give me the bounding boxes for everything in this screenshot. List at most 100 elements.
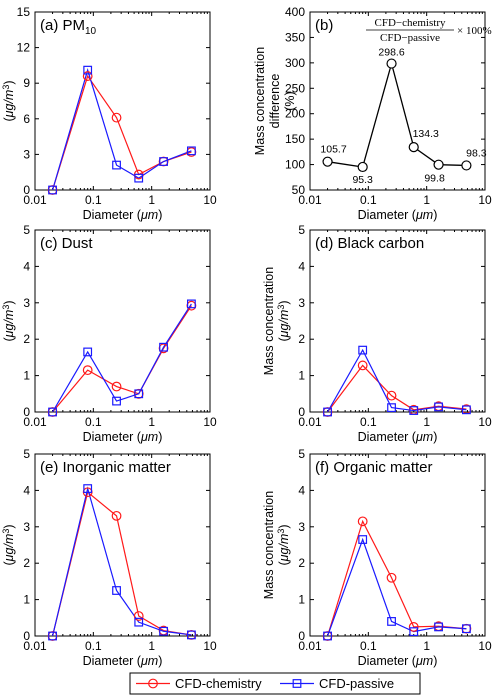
y-tick-label: 200 bbox=[285, 107, 305, 121]
x-axis-label: Diameter (μm) bbox=[358, 654, 438, 668]
formula-numerator: CFD−chemistry bbox=[375, 17, 446, 29]
x-tick-label: 1 bbox=[148, 415, 155, 429]
x-axis-label: Diameter (μm) bbox=[83, 654, 163, 668]
data-point-difference bbox=[461, 160, 472, 171]
data-point-passive bbox=[48, 185, 57, 195]
data-point-chemistry bbox=[111, 510, 122, 521]
data-point-passive bbox=[112, 586, 121, 595]
y-axis-label: Mass concentration bbox=[0, 491, 1, 599]
y-tick-label: 0 bbox=[23, 629, 30, 643]
legend-marker-chemistry bbox=[148, 678, 158, 689]
y-tick-label: 2 bbox=[298, 332, 305, 346]
data-point-passive bbox=[83, 65, 93, 75]
data-point-passive bbox=[112, 160, 121, 170]
series-line-chemistry bbox=[51, 491, 192, 637]
x-tick-label: 0.1 bbox=[360, 639, 377, 653]
y-tick-label: 3 bbox=[23, 296, 30, 310]
data-point-passive bbox=[323, 407, 332, 417]
data-point-passive bbox=[323, 631, 332, 641]
x-tick-label: 0.1 bbox=[360, 193, 377, 207]
x-tick-label: 0.01 bbox=[298, 415, 322, 429]
y-tick-label: 5 bbox=[23, 447, 30, 461]
y-tick-label: 400 bbox=[285, 5, 305, 19]
y-tick-label: 6 bbox=[23, 112, 30, 126]
x-tick-label: 1 bbox=[423, 415, 430, 429]
panel-organic: 0.01 0.1 1 10 0 1 2 3 4 5 Diameter (μm) Mass concen… bbox=[262, 447, 492, 668]
data-point-chemistry bbox=[357, 360, 368, 371]
data-point-passive bbox=[462, 624, 471, 634]
plot-frame bbox=[309, 11, 486, 191]
x-tick-label: 10 bbox=[478, 639, 492, 653]
data-point-passive bbox=[462, 405, 471, 415]
series-line-difference bbox=[327, 61, 467, 168]
x-axis-label: Diameter (μm) bbox=[358, 208, 438, 222]
y-tick-label: 100 bbox=[285, 158, 305, 172]
data-point-difference bbox=[433, 159, 444, 170]
data-point-passive bbox=[409, 406, 419, 415]
x-tick-label: 10 bbox=[478, 415, 492, 429]
data-point-passive bbox=[112, 396, 121, 406]
data-label: 99.8 bbox=[424, 173, 445, 185]
y-tick-label: 9 bbox=[23, 76, 30, 90]
series-line-chemistry bbox=[51, 74, 192, 191]
y-axis-unit: (μg/m3) bbox=[1, 524, 16, 565]
y-axis-unit: (μg/m3) bbox=[276, 300, 291, 341]
y-axis-label: Mass concentration bbox=[262, 267, 276, 375]
x-tick-label: 1 bbox=[148, 193, 155, 207]
x-tick-label: 0.01 bbox=[23, 193, 47, 207]
data-point-chemistry bbox=[111, 112, 122, 123]
data-point-passive bbox=[159, 157, 168, 166]
panel-dust: 0.01 0.1 1 10 0 1 2 3 4 5 Diameter (μm) Mass concen… bbox=[0, 223, 217, 444]
data-point-chemistry bbox=[386, 572, 397, 583]
x-tick-label: 0.01 bbox=[298, 193, 322, 207]
x-tick-label: 10 bbox=[203, 415, 217, 429]
plot-frame bbox=[34, 453, 211, 637]
panel-black-carbon: 0.01 0.1 1 10 0 1 2 3 4 5 Diameter (μm) Mass concen… bbox=[262, 223, 492, 444]
y-tick-label: 2 bbox=[298, 556, 305, 570]
y-axis-label: Mass concentration bbox=[262, 491, 276, 599]
series-line-passive bbox=[52, 303, 192, 413]
data-point-passive bbox=[159, 342, 168, 352]
y-tick-label: 250 bbox=[285, 81, 305, 95]
y-tick-label: 300 bbox=[285, 56, 305, 70]
series-line-passive bbox=[327, 348, 467, 413]
legend: CFD-chemistry CFD-passive bbox=[129, 672, 421, 695]
x-tick-label: 10 bbox=[203, 193, 217, 207]
x-tick-label: 1 bbox=[423, 193, 430, 207]
panel-label: (f) Organic matter bbox=[315, 459, 433, 476]
x-axis-label: Diameter (μm) bbox=[83, 208, 163, 222]
y-tick-label: 3 bbox=[23, 147, 30, 161]
data-point-difference bbox=[322, 156, 333, 167]
y-tick-label: 1 bbox=[23, 593, 30, 607]
y-axis-unit: (μg/m3) bbox=[1, 80, 16, 121]
x-tick-label: 0.1 bbox=[85, 639, 102, 653]
y-tick-label: 50 bbox=[292, 183, 306, 197]
data-point-difference bbox=[386, 58, 397, 69]
formula-suffix: × 100% bbox=[457, 25, 492, 37]
y-tick-label: 4 bbox=[298, 483, 305, 497]
panel-label: (c) Dust bbox=[40, 235, 93, 252]
panel-difference: 0.01 0.1 1 10 50 100 150 200 250 300 350 400 Diamete… bbox=[253, 5, 492, 222]
y-tick-label: 0 bbox=[298, 629, 305, 643]
series-line-chemistry bbox=[327, 364, 467, 413]
data-point-chemistry bbox=[111, 381, 122, 392]
data-label: 98.3 bbox=[466, 147, 487, 159]
y-tick-label: 4 bbox=[23, 483, 30, 497]
x-tick-label: 0.1 bbox=[85, 193, 102, 207]
x-tick-label: 0.01 bbox=[298, 639, 322, 653]
data-point-passive bbox=[434, 402, 443, 412]
data-point-passive bbox=[83, 484, 93, 493]
y-axis-label-line2: difference bbox=[268, 74, 282, 129]
series-line-passive bbox=[326, 537, 467, 637]
x-tick-label: 1 bbox=[423, 639, 430, 653]
data-point-passive bbox=[434, 622, 443, 632]
legend-label-chemistry: CFD-chemistry bbox=[175, 676, 262, 691]
panel-label: (d) Black carbon bbox=[315, 235, 424, 252]
data-point-chemistry bbox=[133, 611, 144, 621]
y-tick-label: 350 bbox=[285, 30, 305, 44]
y-tick-label: 1 bbox=[23, 369, 30, 383]
y-tick-label: 1 bbox=[298, 369, 305, 383]
data-point-passive bbox=[387, 617, 396, 626]
plot-frame bbox=[34, 11, 211, 191]
